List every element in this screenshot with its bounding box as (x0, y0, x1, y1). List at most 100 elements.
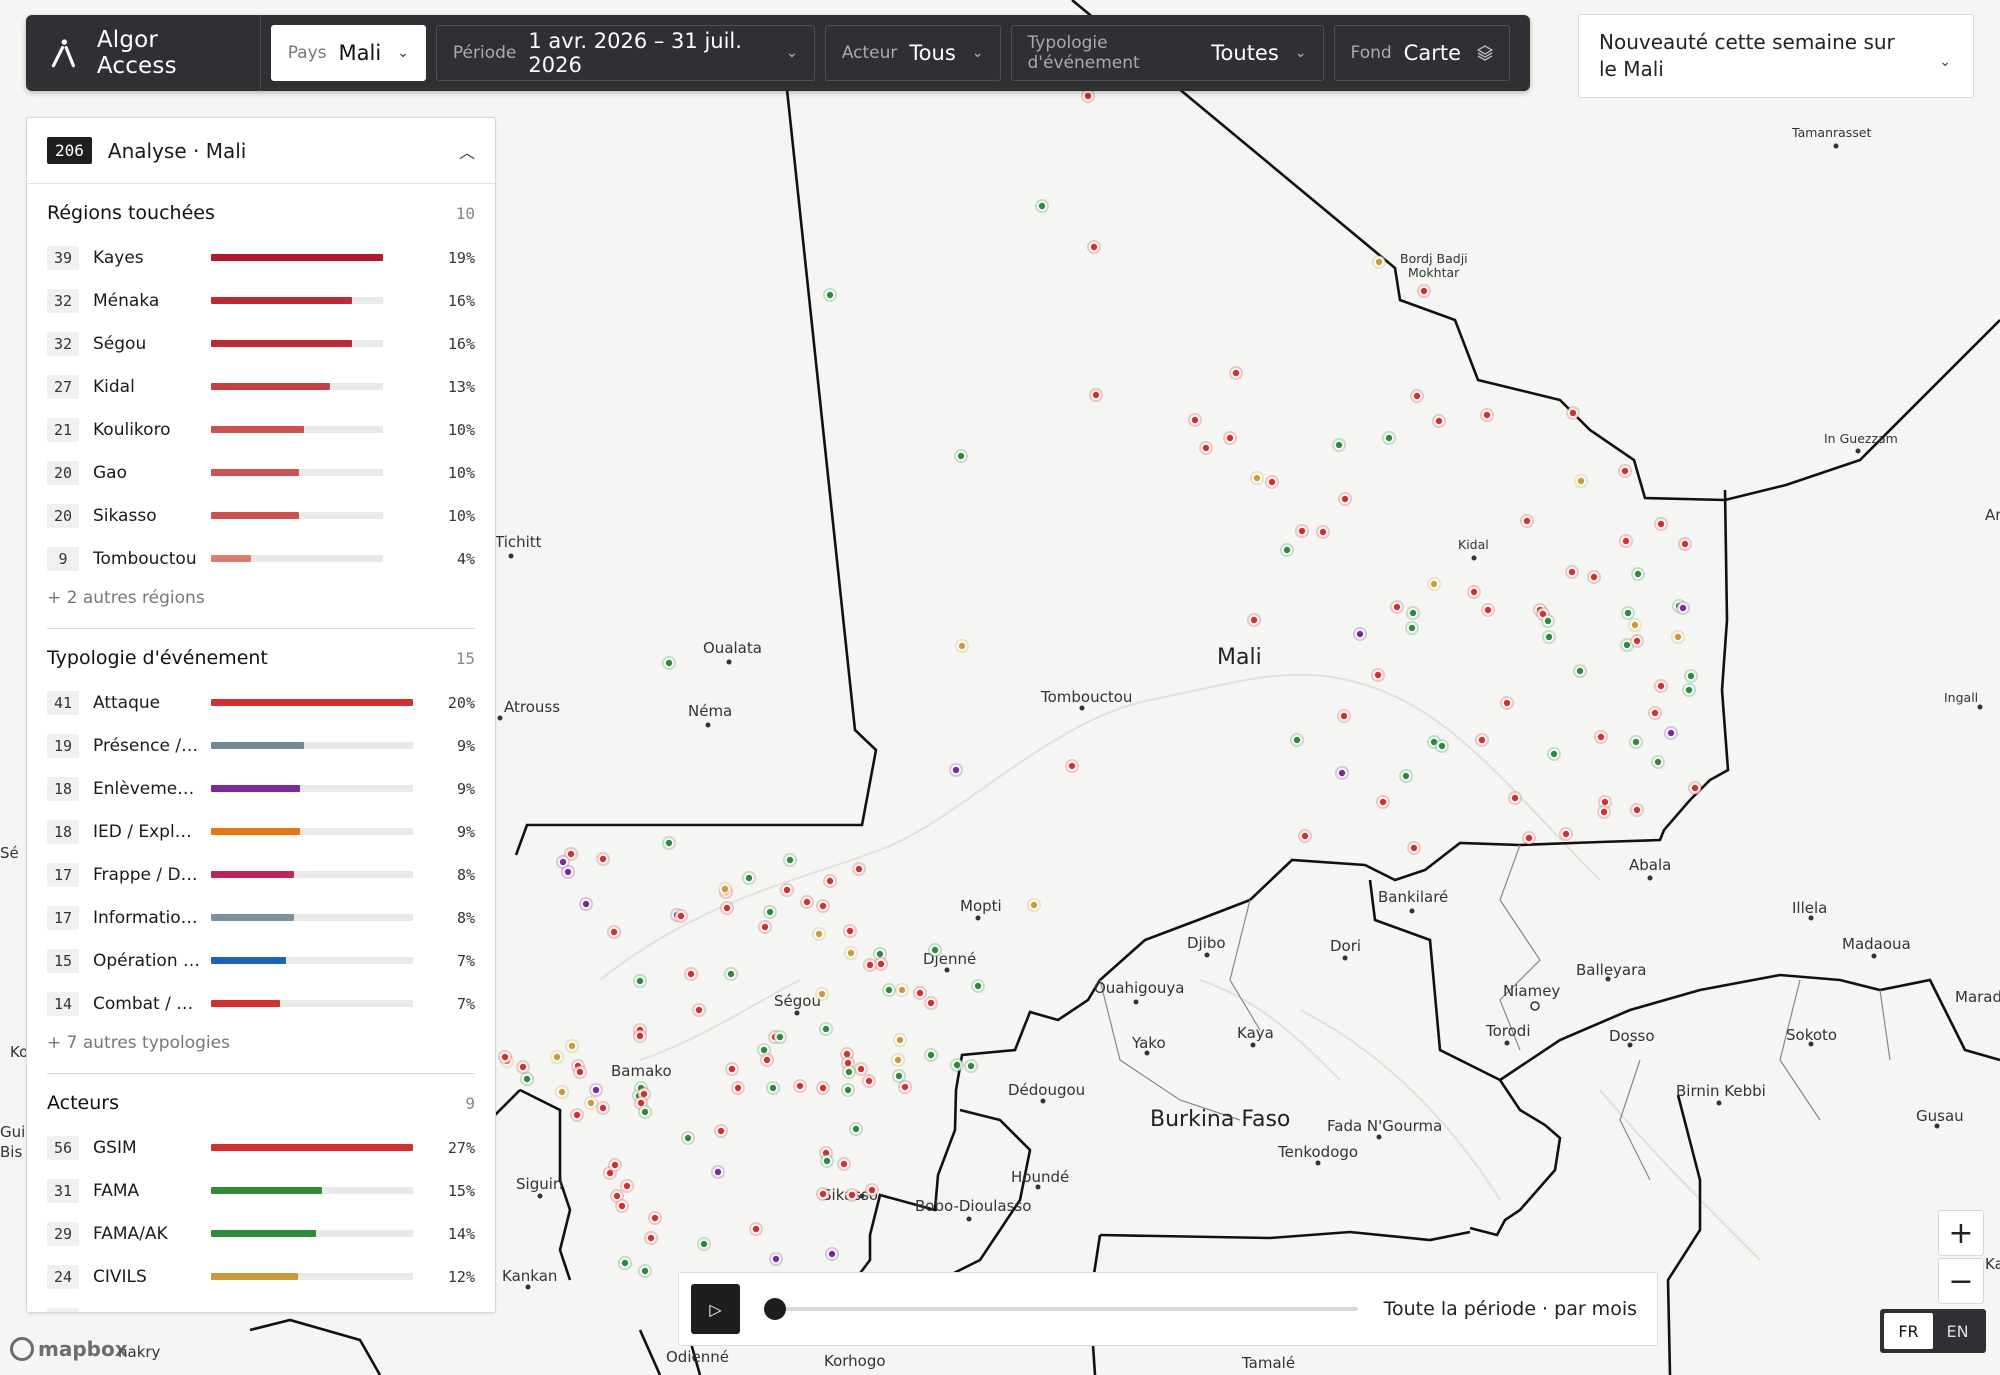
event-marker[interactable] (553, 1053, 561, 1061)
event-marker[interactable] (1674, 633, 1682, 641)
event-marker[interactable] (1374, 671, 1382, 679)
event-marker[interactable] (1298, 527, 1306, 535)
event-marker[interactable] (1550, 750, 1558, 758)
event-marker[interactable] (1633, 806, 1641, 814)
event-marker[interactable] (1483, 411, 1491, 419)
event-marker[interactable] (760, 1046, 768, 1054)
event-marker[interactable] (1319, 528, 1327, 536)
whats-new-dropdown[interactable]: Nouveauté cette semaine sur le Mali ⌄ (1578, 14, 1974, 98)
event-marker[interactable] (763, 1056, 771, 1064)
event-markers[interactable] (498, 89, 1702, 1278)
event-marker[interactable] (1470, 588, 1478, 596)
more-regions-link[interactable]: + 2 autres régions (47, 588, 205, 608)
event-marker[interactable] (1335, 441, 1343, 449)
event-marker[interactable] (559, 858, 567, 866)
event-marker[interactable] (1657, 520, 1665, 528)
event-marker[interactable] (786, 856, 794, 864)
event-marker[interactable] (1253, 474, 1261, 482)
event-marker[interactable] (723, 904, 731, 912)
event-marker[interactable] (1092, 391, 1100, 399)
event-marker[interactable] (1657, 682, 1665, 690)
event-marker[interactable] (1631, 621, 1639, 629)
event-marker[interactable] (587, 1099, 595, 1107)
event-marker[interactable] (637, 1099, 645, 1107)
event-marker[interactable] (855, 865, 863, 873)
event-marker[interactable] (695, 1006, 703, 1014)
event-marker[interactable] (1503, 699, 1511, 707)
list-item[interactable]: 18 Enlèvement… 9% (47, 767, 475, 810)
event-marker[interactable] (1685, 686, 1693, 694)
event-marker[interactable] (1545, 633, 1553, 641)
event-marker[interactable] (1667, 729, 1675, 737)
event-marker[interactable] (1030, 901, 1038, 909)
event-marker[interactable] (876, 950, 884, 958)
event-marker[interactable] (803, 898, 811, 906)
event-marker[interactable] (1634, 570, 1642, 578)
event-marker[interactable] (558, 1088, 566, 1096)
event-marker[interactable] (727, 970, 735, 978)
event-marker[interactable] (1539, 610, 1547, 618)
event-marker[interactable] (1420, 287, 1428, 295)
event-marker[interactable] (1633, 637, 1641, 645)
event-marker[interactable] (618, 1202, 626, 1210)
event-marker[interactable] (1356, 630, 1364, 638)
event-marker[interactable] (1038, 202, 1046, 210)
list-item[interactable]: 20 Gao 10% (47, 451, 475, 494)
event-marker[interactable] (1438, 742, 1446, 750)
event-marker[interactable] (1402, 772, 1410, 780)
event-marker[interactable] (610, 928, 618, 936)
event-marker[interactable] (1632, 738, 1640, 746)
event-marker[interactable] (687, 970, 695, 978)
event-marker[interactable] (576, 1068, 584, 1076)
event-marker[interactable] (846, 927, 854, 935)
event-marker[interactable] (1525, 834, 1533, 842)
event-marker[interactable] (898, 986, 906, 994)
event-marker[interactable] (1341, 495, 1349, 503)
event-marker[interactable] (621, 1259, 629, 1267)
list-item[interactable]: 20 Sikasso 10% (47, 494, 475, 537)
event-marker[interactable] (717, 1127, 725, 1135)
event-marker[interactable] (896, 1036, 904, 1044)
filter-typologie[interactable]: Typologie d'événement Toutes ⌄ (1010, 25, 1324, 81)
event-marker[interactable] (844, 1059, 852, 1067)
event-marker[interactable] (1651, 709, 1659, 717)
event-marker[interactable] (885, 986, 893, 994)
event-marker[interactable] (931, 946, 939, 954)
event-marker[interactable] (845, 1068, 853, 1076)
event-marker[interactable] (567, 850, 575, 858)
event-marker[interactable] (1232, 369, 1240, 377)
event-marker[interactable] (822, 1149, 830, 1157)
event-marker[interactable] (957, 452, 965, 460)
event-marker[interactable] (1569, 409, 1577, 417)
event-marker[interactable] (592, 1086, 600, 1094)
event-marker[interactable] (819, 1084, 827, 1092)
event-marker[interactable] (700, 1240, 708, 1248)
event-marker[interactable] (568, 1042, 576, 1050)
event-marker[interactable] (677, 912, 685, 920)
event-marker[interactable] (776, 1033, 784, 1041)
event-marker[interactable] (953, 1061, 961, 1069)
event-marker[interactable] (1577, 477, 1585, 485)
event-marker[interactable] (843, 1050, 851, 1058)
event-marker[interactable] (1435, 417, 1443, 425)
event-marker[interactable] (1413, 392, 1421, 400)
event-marker[interactable] (1544, 617, 1552, 625)
event-marker[interactable] (599, 1104, 607, 1112)
event-marker[interactable] (819, 902, 827, 910)
filter-acteur[interactable]: Acteur Tous ⌄ (824, 25, 1001, 81)
timeline-slider[interactable] (764, 1298, 1358, 1320)
event-marker[interactable] (818, 990, 826, 998)
list-item[interactable]: 32 Ségou 16% (47, 322, 475, 365)
list-item[interactable]: 21 Koulikoro 10% (47, 408, 475, 451)
event-marker[interactable] (1623, 641, 1631, 649)
list-item[interactable]: 18 IED / Explo… 9% (47, 810, 475, 853)
event-marker[interactable] (636, 1032, 644, 1040)
event-marker[interactable] (1679, 604, 1687, 612)
event-marker[interactable] (665, 839, 673, 847)
event-marker[interactable] (927, 999, 935, 1007)
event-marker[interactable] (573, 1111, 581, 1119)
list-item[interactable]: 14 Combat / A… 7% (47, 982, 475, 1025)
event-marker[interactable] (523, 1075, 531, 1083)
event-marker[interactable] (1562, 830, 1570, 838)
event-marker[interactable] (1478, 736, 1486, 744)
